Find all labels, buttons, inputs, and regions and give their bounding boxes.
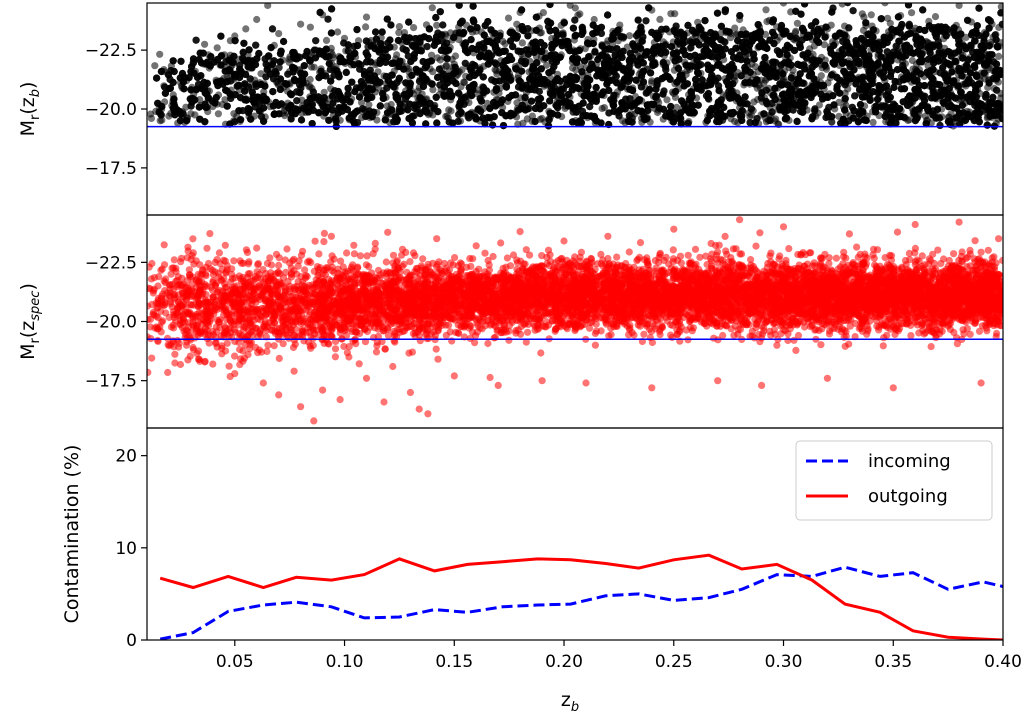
scatter-point [600,104,609,112]
scatter-point [908,9,916,17]
scatter-point [817,72,825,80]
scatter-point [995,52,1003,61]
scatter-cloud [147,0,1003,130]
scatter-point [866,0,873,2]
scatter-point [442,112,450,120]
scatter-point [383,102,391,110]
scatter-point [569,64,577,72]
scatter-point [759,0,766,1]
scatter-point [410,24,418,32]
scatter-point [731,24,739,32]
scatter-point [374,84,382,92]
plot-area [147,0,1003,130]
scatter-point [886,19,894,27]
scatter-point [518,39,527,47]
scatter-point [859,26,868,34]
scatter-point [433,21,441,29]
scatter-point [762,6,770,14]
scatter-point [519,119,527,127]
scatter-point [962,33,970,42]
scatter-point [436,56,444,64]
scatter-point [429,86,437,94]
scatter-point [789,66,797,74]
scatter-point [648,79,656,87]
scatter-point [590,15,598,24]
scatter-point [820,41,829,49]
scatter-point [201,40,209,48]
scatter-point [504,14,513,22]
scatter-point [306,23,314,31]
scatter-point [931,13,940,21]
scatter-point [858,10,866,18]
scatter-point [310,63,318,71]
scatter-point [428,51,436,59]
scatter-point [751,63,760,71]
scatter-point [747,111,755,119]
scatter-point [322,36,331,45]
scatter-point [663,96,671,104]
scatter-point [395,28,403,37]
scatter-point [542,61,551,69]
scatter-point [156,50,164,58]
scatter-point [365,101,373,109]
scatter-point [673,103,681,111]
scatter-point [763,18,771,26]
scatter-point [571,4,579,12]
scatter-point [576,10,584,18]
top-panel: −22.5−20.0−17.5Mr(zb) [17,0,1004,216]
scatter-point [792,27,800,35]
scatter-point [451,52,460,60]
scatter-point [793,19,802,27]
scatter-point [625,32,634,40]
scatter-point [442,62,450,70]
scatter-point [306,82,314,90]
scatter-point [447,107,455,115]
scatter-point [528,112,537,120]
scatter-point [306,75,314,84]
scatter-point [759,0,766,1]
scatter-point [320,88,328,96]
scatter-point [869,118,877,126]
scatter-point [429,68,437,76]
scatter-point [881,3,889,7]
scatter-point [362,23,370,31]
scatter-point [750,98,758,106]
scatter-point [429,111,437,119]
scatter-point [656,15,664,23]
scatter-point [828,118,836,126]
scatter-point [151,62,159,70]
scatter-point [334,28,342,36]
scatter-point [997,3,1003,11]
scatter-point [358,99,366,107]
scatter-point [499,37,507,46]
scatter-point [838,3,846,8]
scatter-point [727,34,735,42]
scatter-point [214,110,222,118]
scatter-point [671,10,679,18]
scatter-point [393,51,401,59]
